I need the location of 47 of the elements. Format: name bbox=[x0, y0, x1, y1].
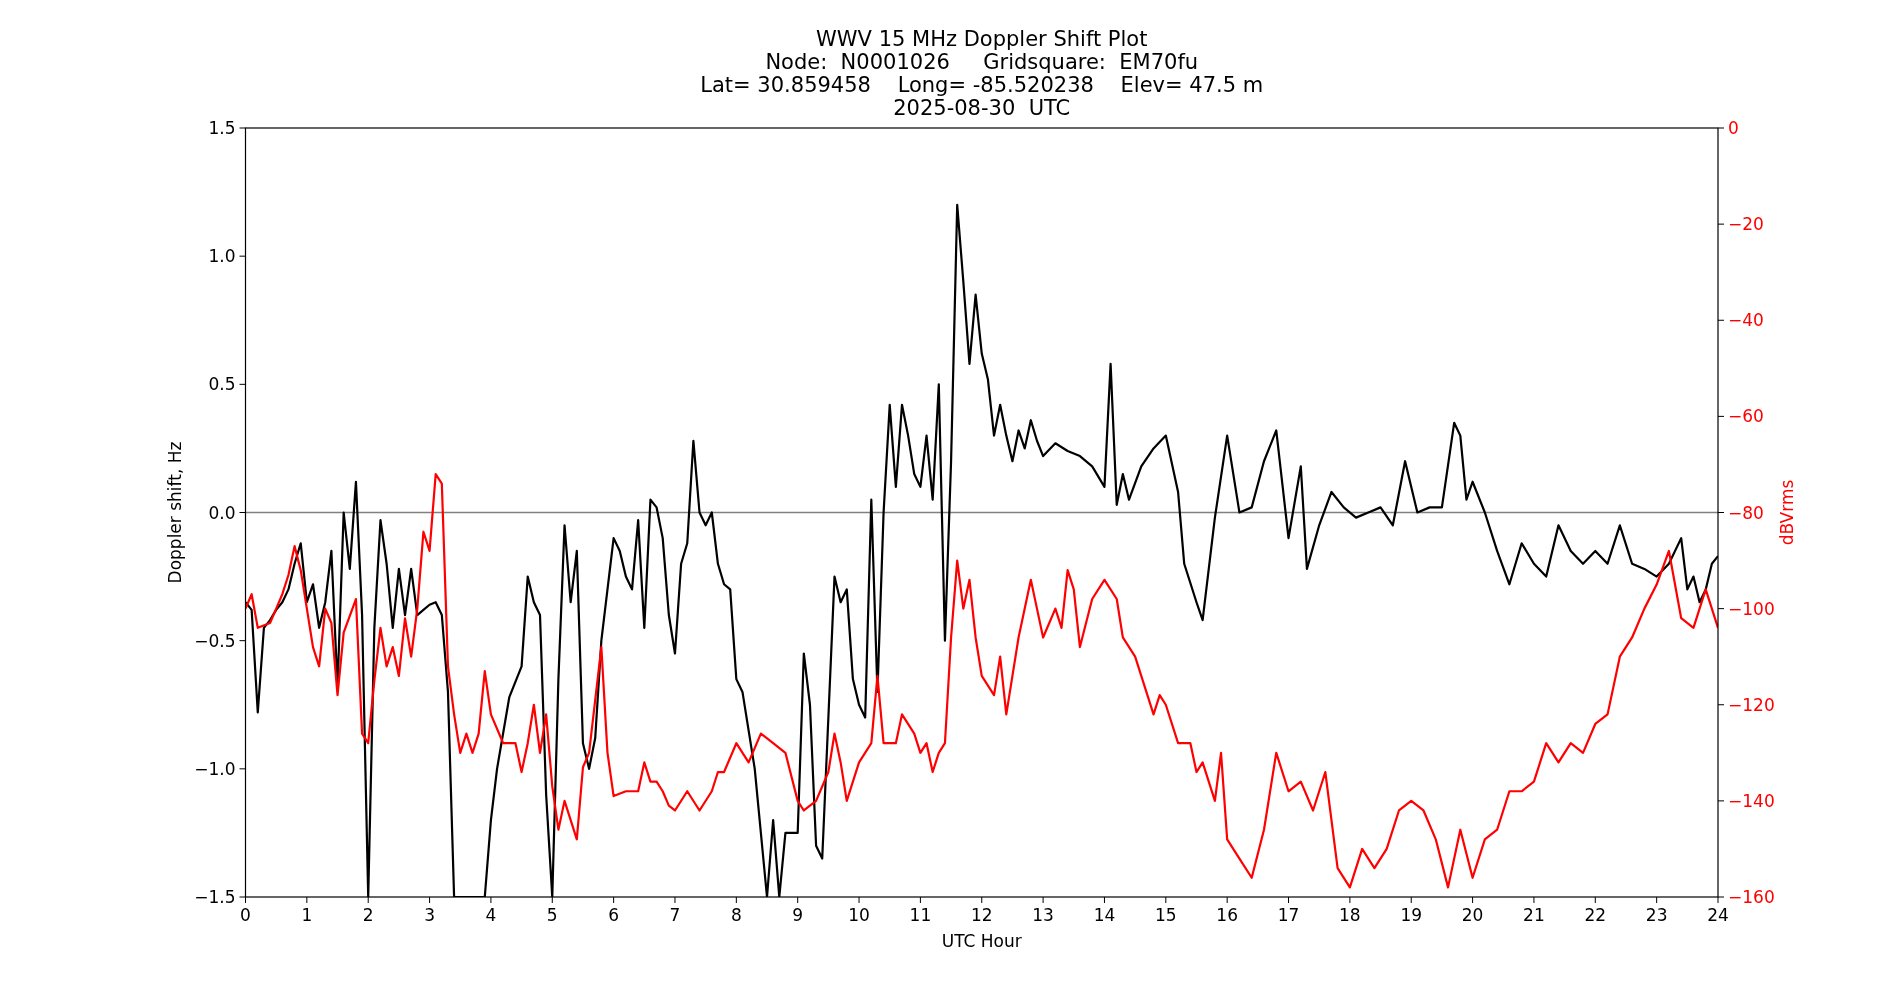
x-tick-label: 8 bbox=[730, 905, 742, 925]
y-tick-label: 1.5 bbox=[208, 118, 236, 138]
y-tick-label: −0.5 bbox=[194, 630, 236, 651]
x-tick-label: 3 bbox=[424, 905, 435, 925]
y-tick-label: −1.0 bbox=[194, 758, 236, 779]
y-tick-label: 1.0 bbox=[208, 246, 236, 267]
line-series bbox=[245, 472, 1718, 889]
x-tick-label: 16 bbox=[1216, 905, 1238, 925]
x-tick-label: 22 bbox=[1584, 905, 1607, 925]
x-tick-label: 23 bbox=[1645, 905, 1668, 925]
chart-title: WWV 15 MHz Doppler Shift Plot bbox=[816, 27, 1148, 51]
y2-tick-label: −140 bbox=[1728, 790, 1775, 811]
y2-tick-label: 0 bbox=[1728, 118, 1739, 138]
x-tick-label: 10 bbox=[848, 905, 870, 925]
y2-tick-label: −120 bbox=[1728, 694, 1775, 715]
y-tick-label: 0.5 bbox=[208, 374, 236, 395]
y-axis-title: Doppler shift, Hz bbox=[164, 441, 185, 584]
chart-subtitle: Node: N0001026 Gridsquare: EM70fu Lat= 30.859458 Long= -85.520238 Elev= 47.5 m 2025-08-30 UTC bbox=[700, 50, 1264, 120]
y2-tick-label: −100 bbox=[1728, 598, 1775, 619]
x-tick-label: 18 bbox=[1339, 905, 1361, 925]
x-tick-label: 2 bbox=[362, 905, 374, 925]
y2-axis-title: dBVrms bbox=[1777, 479, 1797, 546]
x-tick-label: 17 bbox=[1277, 905, 1300, 925]
y2-tick-label: −160 bbox=[1728, 887, 1775, 907]
x-tick-label: 21 bbox=[1523, 905, 1545, 925]
y2-tick-label: −80 bbox=[1728, 502, 1764, 523]
x-axis-title: UTC Hour bbox=[941, 931, 1022, 951]
x-tick-label: 5 bbox=[546, 905, 558, 925]
x-tick-label: 13 bbox=[1032, 905, 1054, 925]
x-tick-label: 6 bbox=[608, 905, 620, 925]
y-tick-label: 0.0 bbox=[208, 502, 236, 523]
x-tick-label: 7 bbox=[669, 905, 681, 925]
x-tick-label: 15 bbox=[1154, 905, 1177, 925]
x-tick-label: 0 bbox=[240, 905, 251, 925]
x-tick-label: 20 bbox=[1461, 905, 1484, 925]
x-tick-label: 24 bbox=[1707, 905, 1729, 925]
y2-tick-label: −20 bbox=[1728, 214, 1764, 235]
x-tick-label: 9 bbox=[792, 905, 804, 925]
x-tick-label: 1 bbox=[301, 905, 313, 925]
x-tick-label: 19 bbox=[1400, 905, 1423, 925]
x-tick-label: 4 bbox=[485, 905, 497, 925]
y2-tick-label: −40 bbox=[1728, 310, 1764, 331]
x-tick-label: 11 bbox=[909, 905, 932, 925]
x-tick-label: 14 bbox=[1093, 905, 1116, 925]
x-tick-label: 12 bbox=[970, 905, 993, 925]
y2-tick-label: −60 bbox=[1728, 406, 1764, 427]
y-tick-label: −1.5 bbox=[194, 887, 236, 907]
